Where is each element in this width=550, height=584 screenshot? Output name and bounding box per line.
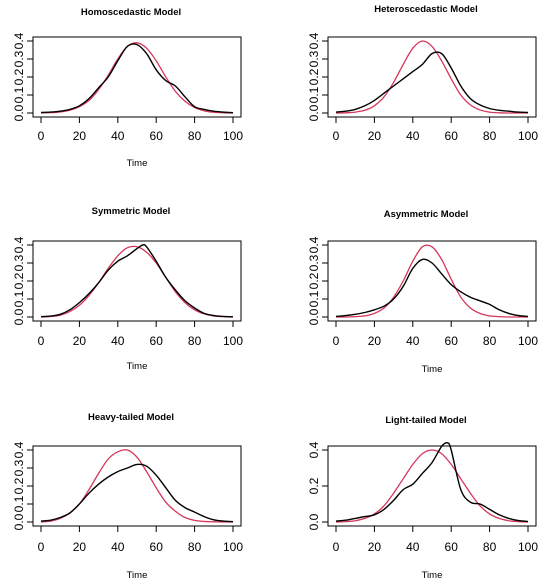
plot-frame [327,36,537,118]
x-axis-label: Time [127,158,148,169]
x-tick-label: 80 [188,129,202,143]
x-tick-label: 40 [406,129,420,143]
x-tick-label: 100 [518,129,538,143]
x-tick-label: 40 [111,129,125,143]
chart-panel-6: Light-tailed Model 0 20 40 60 80 100 0.0 0.2 0.4 T… [307,415,538,581]
x-tick-label: 0 [333,129,340,143]
y-tick-label: 0.1 [307,86,321,103]
x-axis-label: Time [127,570,148,581]
y-tick-label: 0.2 [12,272,26,289]
y-tick-label: 0.4 [307,236,321,253]
y-tick-label: 0.2 [307,68,321,85]
x-tick-label: 100 [223,540,243,554]
x-tick-label: 60 [150,540,164,554]
x-tick-label: 60 [445,334,459,348]
x-tick-label: 80 [188,540,202,554]
y-tick-label: 0.2 [307,272,321,289]
x-axis-label: Time [127,361,148,372]
series-line-black [335,441,529,523]
y-tick-label: 0.2 [307,477,321,494]
x-tick-label: 60 [445,129,459,143]
series-line-black [335,51,529,114]
x-tick-label: 40 [111,540,125,554]
x-tick-label: 20 [368,129,382,143]
plot-frame [327,445,537,527]
x-tick-label: 100 [518,540,538,554]
chart-panel-4: Asymmetric Model 0 20 40 60 80 100 0.00.10.20.3… [307,209,538,375]
y-tick-label: 0.1 [12,290,26,307]
y-tick-label: 0.0 [12,308,26,325]
series-line-red [335,40,528,114]
chart-title: Heteroscedastic Model [374,4,477,15]
x-tick-label: 20 [73,540,87,554]
series-line-red [335,244,528,318]
y-tick-label: 0.2 [12,477,26,494]
x-tick-label: 20 [368,540,382,554]
y-tick-label: 0.0 [307,513,321,530]
y-tick-label: 0.0 [12,513,26,530]
y-tick-label: 0.1 [12,86,26,103]
x-tick-label: 60 [445,540,459,554]
y-tick-label: 0.0 [307,308,321,325]
chart-title: Homoscedastic Model [81,7,181,18]
x-tick-label: 20 [368,334,382,348]
y-tick-label: 0.0 [307,104,321,121]
x-axis-label: Time [422,570,443,581]
chart-title: Heavy-tailed Model [88,412,174,423]
y-tick-label: 0.4 [307,32,321,49]
series-line-red [40,449,234,523]
x-tick-label: 40 [406,334,420,348]
y-tick-label: 0.3 [12,254,26,271]
chart-title: Symmetric Model [92,206,171,217]
x-tick-label: 80 [483,334,497,348]
x-tick-label: 20 [73,129,87,143]
series-line-red [335,449,529,523]
chart-panel-3: Symmetric Model 0 20 40 60 80 100 0.00.10.20.30… [12,206,243,372]
series-line-red [40,42,234,114]
series-line-black [40,43,234,114]
plot-frame [32,240,242,322]
x-tick-label: 80 [188,334,202,348]
plot-frame [32,36,242,118]
y-tick-label: 0.4 [307,441,321,458]
series-line-black [335,258,529,318]
y-tick-label: 0.1 [307,290,321,307]
y-tick-label: 0.3 [12,50,26,67]
y-tick-label: 0.1 [12,495,26,512]
x-tick-label: 100 [518,334,538,348]
x-tick-label: 80 [483,540,497,554]
y-tick-label: 0.2 [12,68,26,85]
series-line-black [40,463,234,523]
y-tick-label: 0.3 [12,459,26,476]
x-tick-label: 60 [150,334,164,348]
plot-frame [327,240,537,322]
chart-panel-1: Homoscedastic Model 0 20 40 60 80 100 0.00.10.2… [12,7,243,169]
chart-title: Light-tailed Model [385,415,466,426]
y-tick-label: 0.4 [12,441,26,458]
series-line-black [40,244,234,318]
x-tick-label: 80 [483,129,497,143]
x-tick-label: 100 [223,334,243,348]
x-tick-label: 40 [111,334,125,348]
y-tick-label: 0.3 [307,50,321,67]
y-tick-label: 0.4 [12,236,26,253]
y-tick-label: 0.4 [12,32,26,49]
series-line-red [40,245,234,318]
x-axis-label: Time [422,364,443,375]
x-tick-label: 0 [38,129,45,143]
x-tick-label: 0 [333,334,340,348]
y-tick-label: 0.0 [12,104,26,121]
x-tick-label: 20 [73,334,87,348]
x-tick-label: 60 [150,129,164,143]
chart-title: Asymmetric Model [384,209,468,220]
x-tick-label: 0 [38,334,45,348]
x-tick-label: 40 [406,540,420,554]
x-tick-label: 100 [223,129,243,143]
x-tick-label: 0 [333,540,340,554]
y-tick-label: 0.3 [307,254,321,271]
x-tick-label: 0 [38,540,45,554]
